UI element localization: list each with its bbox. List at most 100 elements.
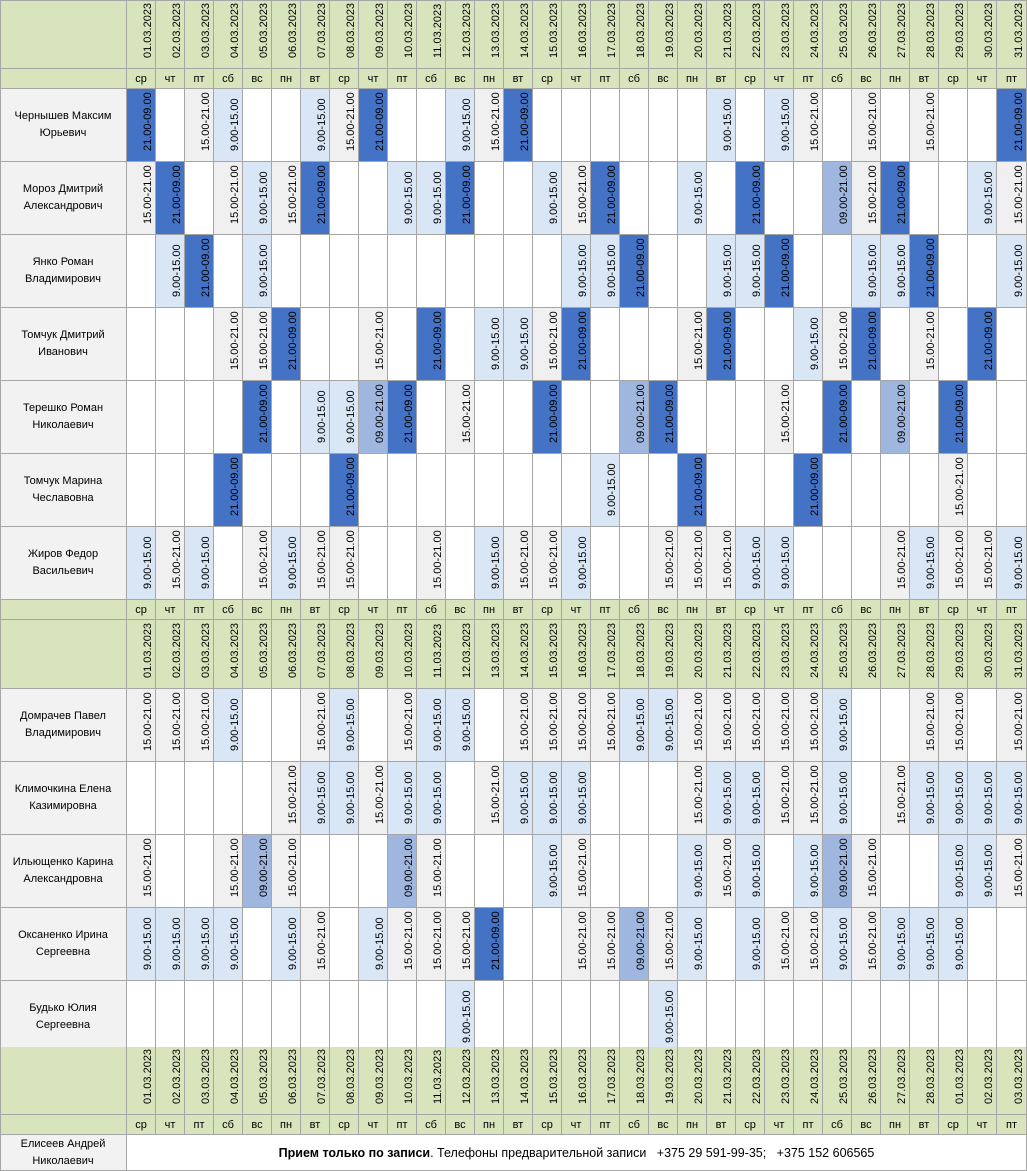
shift-cell[interactable]: 9.00-15.00 [214, 689, 243, 762]
shift-cell[interactable]: 9.00-15.00 [794, 308, 823, 381]
shift-cell[interactable]: 9.00-15.00 [504, 762, 533, 835]
shift-cell[interactable] [823, 527, 852, 600]
shift-cell[interactable]: 9.00-15.00 [127, 908, 156, 981]
shift-cell[interactable] [330, 308, 359, 381]
shift-cell[interactable] [359, 981, 388, 1054]
shift-cell[interactable] [533, 908, 562, 981]
shift-cell[interactable] [997, 454, 1027, 527]
shift-cell[interactable] [591, 762, 620, 835]
shift-cell[interactable]: 21.00-09.00 [446, 162, 475, 235]
shift-cell[interactable] [243, 89, 272, 162]
shift-cell[interactable]: 15.00-21.00 [243, 308, 272, 381]
shift-cell[interactable]: 21.00-09.00 [649, 381, 678, 454]
shift-cell[interactable] [330, 908, 359, 981]
shift-cell[interactable] [591, 381, 620, 454]
shift-cell[interactable] [475, 381, 504, 454]
shift-cell[interactable]: 15.00-21.00 [272, 835, 301, 908]
shift-cell[interactable] [736, 454, 765, 527]
shift-cell[interactable]: 21.00-09.00 [707, 308, 736, 381]
shift-cell[interactable]: 09.00-21.00 [359, 381, 388, 454]
shift-cell[interactable] [156, 454, 185, 527]
shift-cell[interactable]: 9.00-15.00 [968, 835, 997, 908]
shift-cell[interactable] [504, 981, 533, 1054]
shift-cell[interactable]: 15.00-21.00 [794, 89, 823, 162]
shift-cell[interactable]: 21.00-09.00 [939, 381, 968, 454]
shift-cell[interactable]: 15.00-21.00 [794, 908, 823, 981]
shift-cell[interactable] [272, 89, 301, 162]
shift-cell[interactable] [678, 235, 707, 308]
shift-cell[interactable] [852, 762, 881, 835]
shift-cell[interactable] [127, 454, 156, 527]
shift-cell[interactable] [736, 308, 765, 381]
shift-cell[interactable] [214, 762, 243, 835]
shift-cell[interactable] [475, 235, 504, 308]
shift-cell[interactable]: 21.00-09.00 [823, 381, 852, 454]
shift-cell[interactable] [156, 89, 185, 162]
shift-cell[interactable] [243, 454, 272, 527]
shift-cell[interactable] [446, 527, 475, 600]
shift-cell[interactable] [359, 235, 388, 308]
shift-cell[interactable]: 15.00-21.00 [591, 689, 620, 762]
shift-cell[interactable]: 15.00-21.00 [794, 762, 823, 835]
shift-cell[interactable] [127, 308, 156, 381]
shift-cell[interactable]: 9.00-15.00 [156, 908, 185, 981]
shift-cell[interactable] [649, 762, 678, 835]
shift-cell[interactable]: 21.00-09.00 [794, 454, 823, 527]
shift-cell[interactable]: 15.00-21.00 [707, 835, 736, 908]
shift-cell[interactable]: 15.00-21.00 [533, 527, 562, 600]
shift-cell[interactable]: 15.00-21.00 [678, 689, 707, 762]
shift-cell[interactable] [881, 308, 910, 381]
shift-cell[interactable]: 9.00-15.00 [417, 762, 446, 835]
shift-cell[interactable]: 21.00-09.00 [243, 381, 272, 454]
shift-cell[interactable]: 9.00-15.00 [736, 908, 765, 981]
shift-cell[interactable] [649, 308, 678, 381]
shift-cell[interactable]: 9.00-15.00 [330, 762, 359, 835]
shift-cell[interactable] [504, 162, 533, 235]
shift-cell[interactable] [881, 689, 910, 762]
shift-cell[interactable] [562, 381, 591, 454]
shift-cell[interactable]: 9.00-15.00 [707, 762, 736, 835]
shift-cell[interactable] [997, 381, 1027, 454]
shift-cell[interactable] [446, 835, 475, 908]
shift-cell[interactable] [968, 908, 997, 981]
shift-cell[interactable] [504, 235, 533, 308]
shift-cell[interactable]: 15.00-21.00 [127, 689, 156, 762]
shift-cell[interactable]: 21.00-09.00 [330, 454, 359, 527]
shift-cell[interactable] [417, 981, 446, 1054]
shift-cell[interactable] [330, 835, 359, 908]
shift-cell[interactable] [562, 89, 591, 162]
shift-cell[interactable]: 9.00-15.00 [591, 454, 620, 527]
shift-cell[interactable] [910, 981, 939, 1054]
shift-cell[interactable]: 21.00-09.00 [678, 454, 707, 527]
shift-cell[interactable] [794, 235, 823, 308]
shift-cell[interactable]: 09.00-21.00 [823, 835, 852, 908]
shift-cell[interactable]: 21.00-09.00 [417, 308, 446, 381]
shift-cell[interactable]: 9.00-15.00 [823, 908, 852, 981]
shift-cell[interactable] [910, 454, 939, 527]
shift-cell[interactable] [533, 454, 562, 527]
shift-cell[interactable]: 9.00-15.00 [678, 835, 707, 908]
shift-cell[interactable] [446, 762, 475, 835]
shift-cell[interactable] [417, 381, 446, 454]
shift-cell[interactable]: 9.00-15.00 [446, 981, 475, 1054]
shift-cell[interactable]: 15.00-21.00 [446, 908, 475, 981]
shift-cell[interactable]: 21.00-09.00 [475, 908, 504, 981]
shift-cell[interactable] [707, 908, 736, 981]
shift-cell[interactable]: 9.00-15.00 [968, 162, 997, 235]
shift-cell[interactable] [968, 689, 997, 762]
shift-cell[interactable]: 15.00-21.00 [910, 89, 939, 162]
shift-cell[interactable]: 9.00-15.00 [243, 162, 272, 235]
shift-cell[interactable] [707, 981, 736, 1054]
shift-cell[interactable]: 9.00-15.00 [620, 689, 649, 762]
shift-cell[interactable] [649, 454, 678, 527]
shift-cell[interactable]: 9.00-15.00 [910, 762, 939, 835]
shift-cell[interactable] [185, 835, 214, 908]
shift-cell[interactable] [852, 981, 881, 1054]
shift-cell[interactable]: 9.00-15.00 [939, 762, 968, 835]
shift-cell[interactable] [707, 381, 736, 454]
shift-cell[interactable] [678, 981, 707, 1054]
shift-cell[interactable]: 9.00-15.00 [388, 762, 417, 835]
shift-cell[interactable]: 15.00-21.00 [678, 308, 707, 381]
shift-cell[interactable] [910, 162, 939, 235]
shift-cell[interactable] [533, 981, 562, 1054]
